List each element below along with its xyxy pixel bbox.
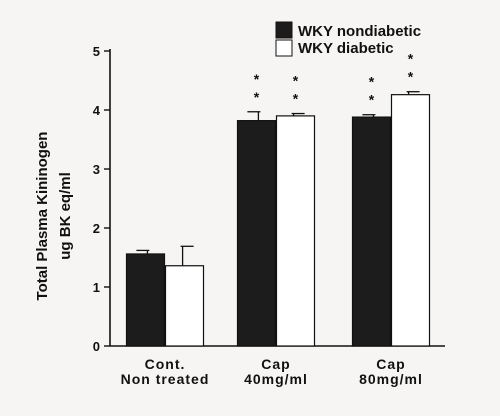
bar-nondiabetic xyxy=(236,120,277,347)
significance-marker: * xyxy=(254,89,260,105)
category-label: Cont. xyxy=(145,356,186,372)
bar-diabetic xyxy=(164,265,205,347)
category-label: Non treated xyxy=(121,371,210,387)
category-label: Cap xyxy=(261,356,290,372)
bar-diabetic xyxy=(275,115,316,347)
legend: WKY nondiabetic WKY diabetic xyxy=(275,21,421,57)
significance-marker: * xyxy=(293,91,299,107)
category-label: 80mg/ml xyxy=(359,371,423,387)
y-axis-label-line-1: Total Plasma Kininogen xyxy=(34,132,51,301)
significance-marker: * xyxy=(369,74,375,90)
legend-swatch-nondiabetic xyxy=(275,21,293,39)
y-tick-label: 3 xyxy=(93,162,100,177)
category-label: Cap xyxy=(376,356,405,372)
y-tick-label: 0 xyxy=(93,339,100,354)
bars: * * * * * * * * xyxy=(125,51,431,347)
y-tick-label: 4 xyxy=(93,103,101,118)
significance-marker: * xyxy=(408,51,414,67)
significance-marker: * xyxy=(369,92,375,108)
y-axis-label-line-2: ug BK eq/ml xyxy=(57,172,74,260)
significance-marker: * xyxy=(293,73,299,89)
bar-nondiabetic xyxy=(125,253,166,347)
significance-marker: * xyxy=(408,69,414,85)
y-tick-label: 2 xyxy=(93,221,100,236)
legend-label-nondiabetic: WKY nondiabetic xyxy=(298,23,421,40)
category-label: 40mg/ml xyxy=(244,371,308,387)
y-tick-label: 1 xyxy=(93,280,100,295)
y-axis-label: Total Plasma Kininogen ug BK eq/ml xyxy=(34,132,74,301)
legend-label-diabetic: WKY diabetic xyxy=(298,40,394,57)
significance-marker: * xyxy=(254,71,260,87)
bar-nondiabetic xyxy=(351,116,392,347)
y-tick-label: 5 xyxy=(93,44,100,59)
legend-swatch-diabetic xyxy=(275,39,293,57)
bar-diabetic xyxy=(390,94,431,347)
